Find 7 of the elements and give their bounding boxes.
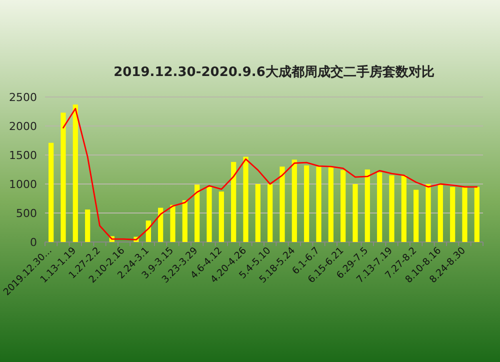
y-tick-label: 2500 bbox=[9, 91, 37, 104]
chart-title: 2019.12.30-2020.9.6大成都周成交二手房套数对比 bbox=[114, 64, 434, 80]
y-tick-label: 1000 bbox=[9, 178, 37, 191]
y-tick-label: 500 bbox=[16, 207, 37, 220]
y-tick-label: 1500 bbox=[9, 149, 37, 162]
y-tick-label: 2000 bbox=[9, 120, 37, 133]
y-tick-label: 0 bbox=[30, 236, 37, 249]
